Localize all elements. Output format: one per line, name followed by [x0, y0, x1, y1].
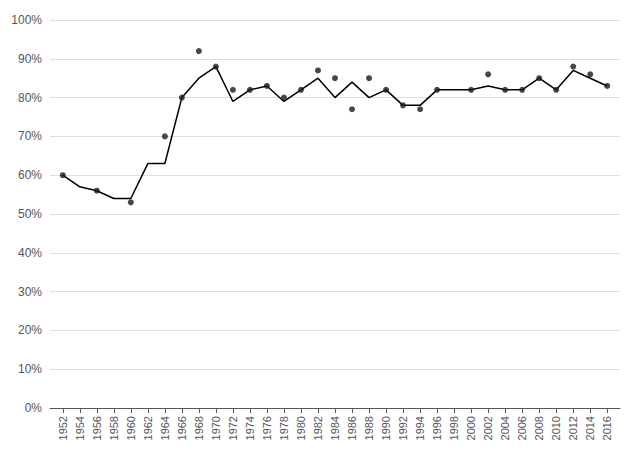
svg-text:2002: 2002 — [482, 416, 494, 440]
svg-text:70%: 70% — [18, 129, 42, 143]
svg-text:1978: 1978 — [278, 416, 290, 440]
svg-text:2004: 2004 — [499, 416, 511, 440]
svg-text:1958: 1958 — [108, 416, 120, 440]
svg-text:2016: 2016 — [601, 416, 613, 440]
svg-text:1970: 1970 — [210, 416, 222, 440]
svg-text:1994: 1994 — [414, 416, 426, 440]
svg-text:10%: 10% — [18, 362, 42, 376]
svg-text:1984: 1984 — [329, 416, 341, 440]
svg-text:20%: 20% — [18, 323, 42, 337]
svg-text:1980: 1980 — [295, 416, 307, 440]
svg-text:30%: 30% — [18, 285, 42, 299]
svg-text:1968: 1968 — [193, 416, 205, 440]
svg-text:50%: 50% — [18, 207, 42, 221]
svg-text:2014: 2014 — [584, 416, 596, 440]
svg-text:2008: 2008 — [533, 416, 545, 440]
svg-text:2012: 2012 — [567, 416, 579, 440]
svg-text:80%: 80% — [18, 91, 42, 105]
svg-text:1956: 1956 — [91, 416, 103, 440]
svg-text:1986: 1986 — [346, 416, 358, 440]
svg-text:1982: 1982 — [312, 416, 324, 440]
svg-text:1952: 1952 — [57, 416, 69, 440]
svg-text:1998: 1998 — [448, 416, 460, 440]
svg-text:2010: 2010 — [550, 416, 562, 440]
svg-text:1966: 1966 — [176, 416, 188, 440]
svg-text:2000: 2000 — [465, 416, 477, 440]
svg-text:1960: 1960 — [125, 416, 137, 440]
svg-text:1974: 1974 — [244, 416, 256, 440]
svg-text:1996: 1996 — [431, 416, 443, 440]
svg-text:1964: 1964 — [159, 416, 171, 440]
svg-text:1972: 1972 — [227, 416, 239, 440]
svg-text:60%: 60% — [18, 168, 42, 182]
svg-text:1990: 1990 — [380, 416, 392, 440]
svg-text:0%: 0% — [25, 401, 43, 415]
svg-text:1962: 1962 — [142, 416, 154, 440]
svg-text:1976: 1976 — [261, 416, 273, 440]
svg-text:1992: 1992 — [397, 416, 409, 440]
svg-text:1954: 1954 — [74, 416, 86, 440]
svg-text:100%: 100% — [11, 13, 42, 27]
svg-text:1988: 1988 — [363, 416, 375, 440]
svg-text:40%: 40% — [18, 246, 42, 260]
svg-text:2006: 2006 — [516, 416, 528, 440]
svg-text:90%: 90% — [18, 52, 42, 66]
